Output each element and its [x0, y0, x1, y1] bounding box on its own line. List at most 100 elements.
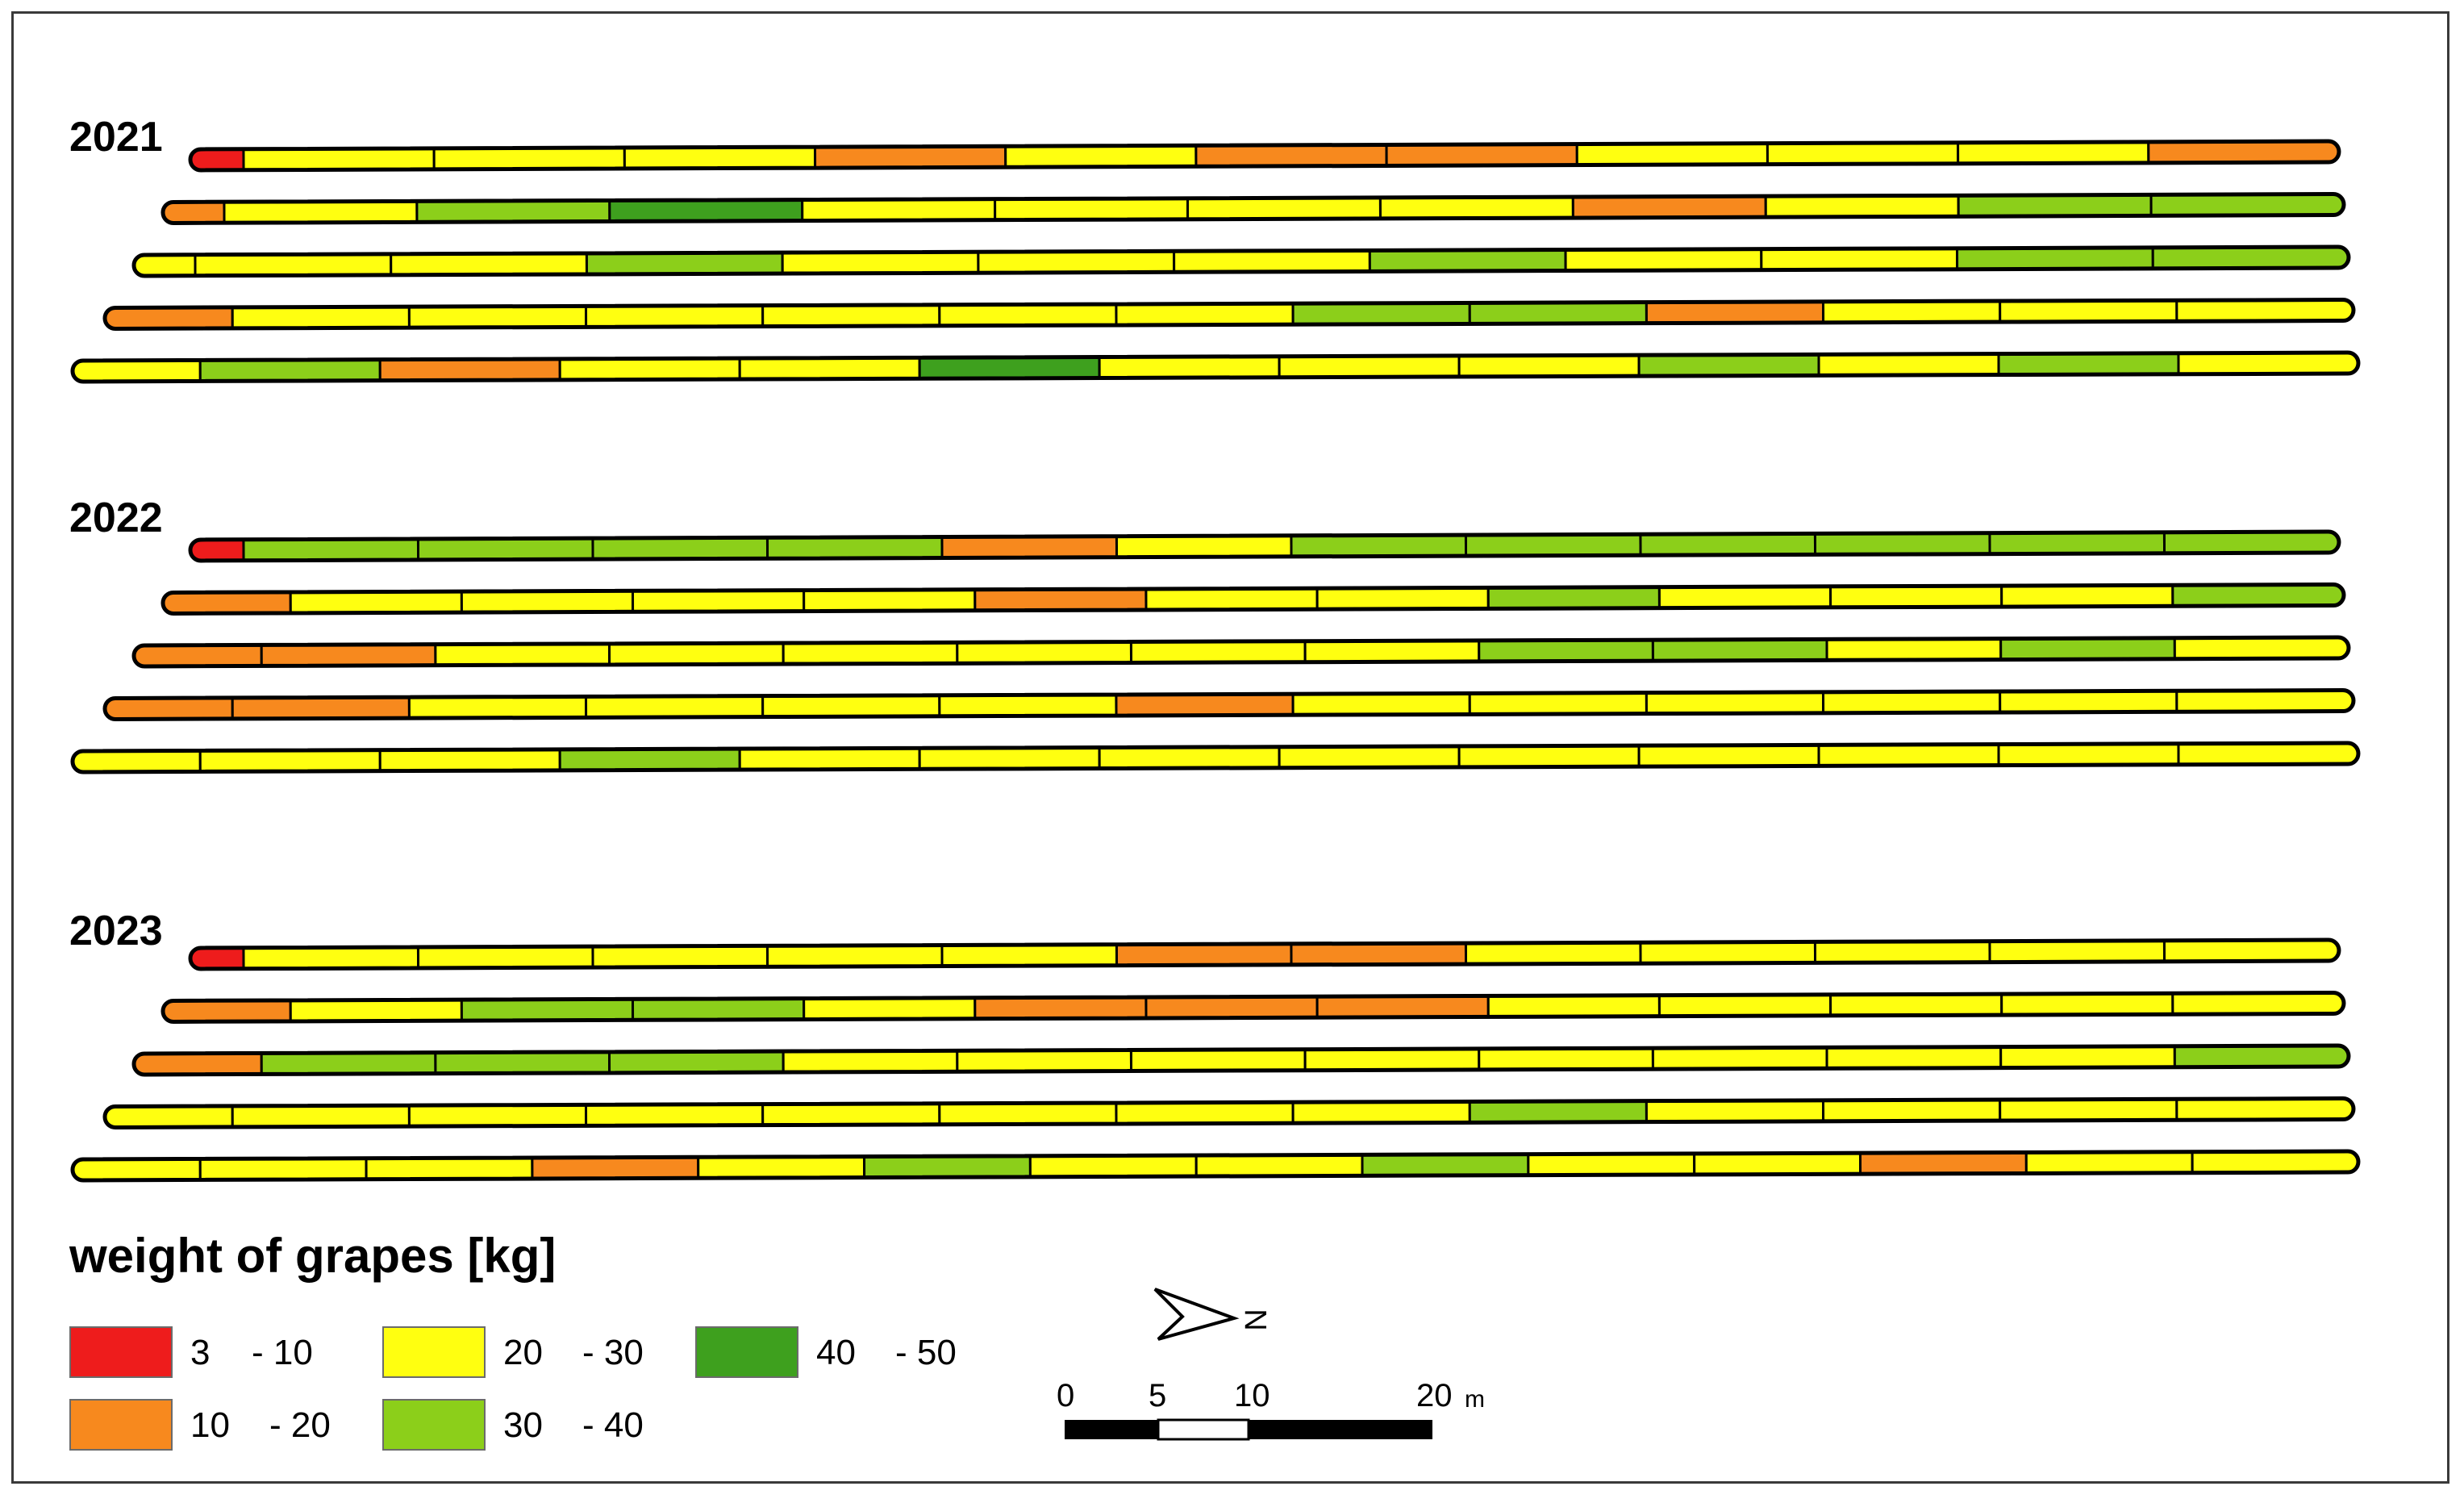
yield-cell — [863, 1154, 1032, 1179]
yield-cell — [1144, 995, 1319, 1020]
year-label-2021: 2021 — [69, 114, 163, 161]
yield-cell — [558, 357, 741, 382]
yield-cell — [194, 253, 393, 276]
yield-cell — [1957, 140, 2150, 165]
vine-row — [102, 688, 2356, 721]
yield-cell — [1361, 1153, 1530, 1177]
yield-cell — [1468, 301, 1648, 325]
yield-cell — [2173, 1045, 2349, 1069]
yield-cell — [1129, 640, 1307, 665]
vine-row-outline — [70, 350, 2361, 384]
yield-cell — [2162, 531, 2340, 555]
yield-cell — [1858, 1150, 2028, 1175]
yield-cell — [1821, 1098, 2002, 1123]
yield-cell — [1639, 532, 1817, 557]
yield-cell — [1999, 1098, 2178, 1122]
yield-cell — [162, 999, 292, 1022]
yield-cell — [2000, 992, 2174, 1017]
yield-cell — [531, 1155, 700, 1180]
yield-cell — [697, 1155, 866, 1179]
vine-row-outline — [161, 192, 2346, 225]
yield-cell — [1645, 300, 1825, 325]
yield-cell — [974, 587, 1148, 612]
vine-row-outline — [102, 1096, 2356, 1129]
yield-cell — [631, 997, 806, 1021]
yield-cell — [242, 537, 420, 561]
yield-cell — [190, 148, 245, 170]
yield-cell — [1291, 301, 1471, 326]
yield-cell — [738, 746, 921, 771]
yield-cell — [1278, 745, 1461, 770]
yield-cell — [1173, 248, 1371, 273]
vine-row — [102, 1096, 2356, 1129]
yield-cell — [956, 1048, 1133, 1073]
yield-cell — [940, 943, 1119, 968]
vine-row-outline — [70, 1149, 2361, 1183]
yield-cell — [1115, 1100, 1295, 1125]
yield-cell — [72, 749, 202, 772]
yield-cell — [416, 945, 594, 969]
year-block-2023 — [70, 937, 2361, 1183]
yield-cell — [1575, 142, 1769, 167]
yield-cell — [1194, 1153, 1364, 1178]
yield-cell — [1645, 1099, 1825, 1124]
yield-cell — [1478, 638, 1654, 663]
yield-cell — [1291, 691, 1471, 716]
yield-cell — [190, 538, 245, 561]
legend-min: 40 — [816, 1333, 856, 1372]
rows-layer — [70, 139, 2361, 1183]
yield-cell — [1693, 1151, 1862, 1176]
yield-cell — [2191, 1150, 2359, 1175]
yield-cell — [133, 643, 263, 666]
yield-cell — [1817, 353, 2000, 377]
yield-cell — [558, 747, 741, 772]
yield-cell — [460, 589, 635, 614]
yield-cell — [1194, 143, 1388, 168]
yield-cell — [231, 1104, 411, 1128]
vine-row-outline — [102, 688, 2356, 721]
yield-cell — [2177, 352, 2359, 376]
yield-cell — [162, 200, 226, 223]
yield-cell — [72, 1157, 202, 1180]
yield-cell — [198, 358, 381, 382]
yield-cell — [584, 304, 765, 328]
vine-row-outline — [161, 991, 2346, 1024]
yield-cell — [761, 303, 941, 328]
legend-max: - 10 — [252, 1333, 313, 1372]
scale-unit: m — [1465, 1386, 1485, 1413]
yield-cell — [289, 998, 463, 1022]
vine-row-outline — [188, 529, 2341, 563]
vine-row-outline — [102, 298, 2356, 331]
yield-cell — [1821, 299, 2002, 324]
yield-cell — [1368, 248, 1567, 273]
yield-cell — [1637, 353, 1820, 378]
yield-cell — [1527, 1152, 1696, 1177]
legend-item-40-50: 40 - 50 — [695, 1326, 969, 1383]
yield-cell — [1988, 531, 2166, 556]
yield-cell — [1817, 743, 2000, 767]
vine-row — [70, 350, 2361, 384]
yield-cell — [977, 249, 1176, 274]
vine-row — [70, 741, 2361, 774]
yield-cell — [1315, 994, 1490, 1019]
legend-max: - 20 — [269, 1405, 331, 1445]
yield-cell — [1999, 299, 2178, 324]
yield-cell — [1115, 302, 1295, 327]
yield-cell — [1821, 690, 2002, 715]
yield-cell — [584, 695, 765, 719]
yield-cell — [1999, 690, 2178, 714]
yield-cell — [190, 946, 245, 969]
yield-cell — [1764, 194, 1960, 219]
yield-cell — [1378, 195, 1574, 220]
vine-row-outline — [188, 937, 2341, 971]
yield-cell — [938, 1101, 1118, 1126]
yield-cell — [1486, 994, 1661, 1018]
yield-cell — [974, 996, 1148, 1021]
yield-cell — [2162, 939, 2340, 963]
yield-cell — [1464, 532, 1642, 557]
yield-cell — [432, 146, 626, 170]
yield-cell — [1825, 637, 2003, 662]
yield-cell — [803, 996, 977, 1021]
vine-row-outline — [188, 139, 2341, 173]
